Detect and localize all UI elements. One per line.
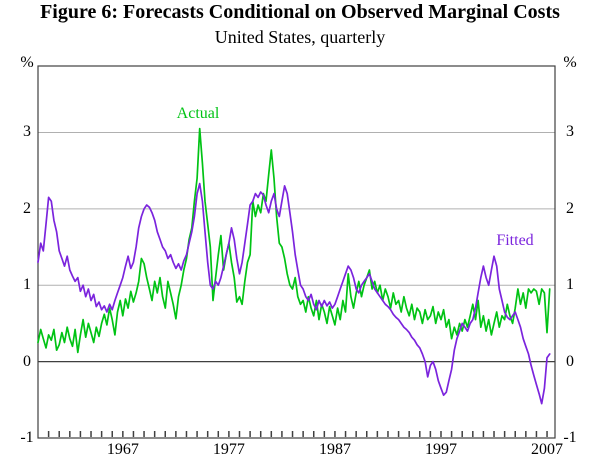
y-tick-label-right: 3 — [566, 123, 574, 141]
series-label-fitted: Fitted — [496, 232, 534, 249]
x-tick-label: 1977 — [212, 441, 245, 458]
y-tick-label-left: 0 — [23, 352, 31, 370]
y-tick-label-left: 1 — [23, 276, 31, 294]
plot-frame — [37, 65, 556, 439]
x-tick-label: 1987 — [318, 441, 351, 458]
y-tick-label-right: 0 — [566, 352, 574, 370]
x-tick-label: 1997 — [424, 441, 457, 458]
y-tick-label-right: 2 — [566, 199, 574, 217]
y-tick-label-right: -1 — [563, 429, 577, 446]
y-axis-unit-left: % — [20, 54, 34, 71]
y-axis-unit-right: % — [563, 54, 577, 71]
y-tick-label-left: 2 — [23, 199, 31, 217]
y-tick-label-left: -1 — [20, 429, 34, 446]
figure-title: Figure 6: Forecasts Conditional on Obser… — [40, 1, 560, 23]
x-tick-label: 2007 — [531, 441, 564, 458]
series-line-actual — [37, 127, 551, 354]
y-tick-label-right: 1 — [566, 276, 574, 294]
series-line-fitted — [37, 182, 551, 405]
x-tick-label: 1967 — [106, 441, 139, 458]
y-tick-label-left: 3 — [23, 123, 31, 141]
figure-subtitle: United States, quarterly — [214, 27, 386, 47]
series-label-actual: Actual — [176, 105, 220, 122]
